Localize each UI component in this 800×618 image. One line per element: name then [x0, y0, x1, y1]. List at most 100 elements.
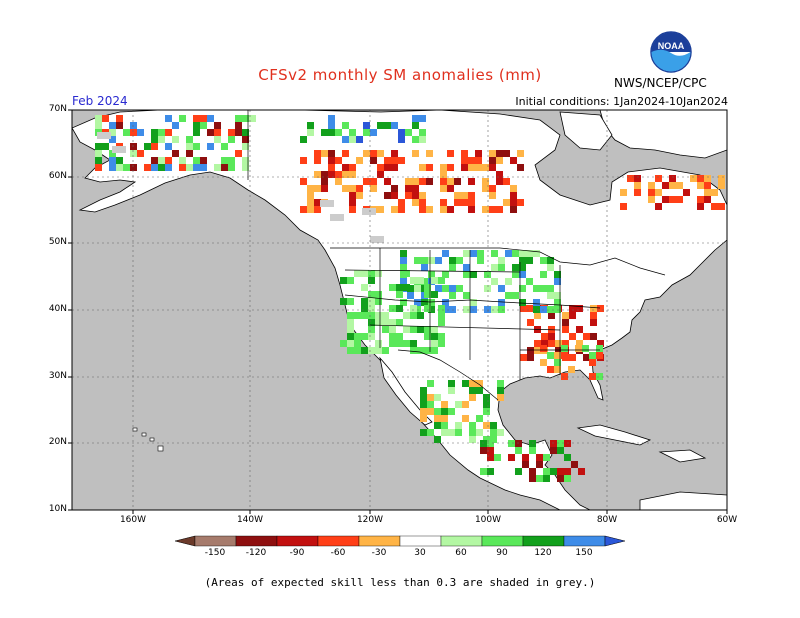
anomaly-cell [589, 373, 596, 380]
anomaly-cell [597, 340, 604, 347]
anomaly-cell [340, 340, 347, 347]
anomaly-cell [477, 250, 484, 257]
anomaly-cell [562, 326, 569, 333]
anomaly-cell [482, 164, 489, 171]
anomaly-cell [384, 122, 391, 129]
political-borders [247, 110, 666, 401]
anomaly-cell [483, 401, 490, 408]
anomaly-field [95, 115, 725, 482]
anomaly-cell [554, 366, 561, 373]
anomaly-cell [533, 299, 540, 306]
anomaly-cell [398, 199, 405, 206]
anomaly-cell [491, 264, 498, 271]
anomaly-cell [242, 157, 249, 164]
anomaly-cell [468, 199, 475, 206]
anomaly-cell [123, 164, 130, 171]
anomaly-cell [354, 312, 361, 319]
anomaly-cell [368, 347, 375, 354]
anomaly-cell [683, 189, 690, 196]
anomaly-cell [498, 299, 505, 306]
anomaly-cell [151, 129, 158, 136]
anomaly-cell [412, 192, 419, 199]
anomaly-cell [431, 291, 438, 298]
colorbar-swatch [317, 535, 360, 547]
lat-label-40n: 40N [48, 304, 67, 314]
anomaly-cell [447, 178, 454, 185]
anomaly-cell [543, 468, 550, 475]
anomaly-cell [454, 192, 461, 199]
hispaniola-land [658, 449, 707, 463]
anomaly-cell [484, 306, 491, 313]
anomaly-cell [512, 264, 519, 271]
anomaly-cell [519, 257, 526, 264]
anomaly-cell [235, 115, 242, 122]
anomaly-cell [396, 333, 403, 340]
anomaly-cell [410, 277, 417, 284]
anomaly-cell [242, 143, 249, 150]
anomaly-cell [186, 150, 193, 157]
anomaly-cell [522, 461, 529, 468]
anomaly-cell [314, 171, 321, 178]
anomaly-cell [456, 285, 463, 292]
anomaly-cell [561, 352, 568, 359]
anomaly-cell [620, 203, 627, 210]
anomaly-cell [491, 306, 498, 313]
anomaly-cell [435, 285, 442, 292]
anomaly-cell [655, 203, 662, 210]
anomaly-cell [426, 178, 433, 185]
anomaly-cell [391, 150, 398, 157]
anomaly-cell [335, 157, 342, 164]
anomaly-cell [534, 312, 541, 319]
anomaly-cell [438, 333, 445, 340]
anomaly-cell [356, 157, 363, 164]
anomaly-cell [441, 415, 448, 422]
anomaly-cell [249, 115, 256, 122]
anomaly-cell [441, 401, 448, 408]
anomaly-cell [489, 150, 496, 157]
anomaly-cell [462, 380, 469, 387]
anomaly-cell [662, 196, 669, 203]
anomaly-cell [179, 115, 186, 122]
anomaly-cell [116, 157, 123, 164]
anomaly-cell [442, 285, 449, 292]
colorbar-swatch [481, 535, 524, 547]
anomaly-cell [475, 157, 482, 164]
anomaly-cell [424, 326, 431, 333]
anomaly-cell [463, 250, 470, 257]
anomaly-cell [441, 429, 448, 436]
anomaly-cell [469, 422, 476, 429]
lat-label-60n: 60N [48, 171, 67, 181]
anomaly-cell [221, 164, 228, 171]
anomaly-cell [517, 164, 524, 171]
anomaly-cell [428, 257, 435, 264]
anomaly-cell [491, 250, 498, 257]
anomaly-cell [314, 185, 321, 192]
anomaly-cell [300, 136, 307, 143]
anomaly-cell [669, 175, 676, 182]
anomaly-cell [487, 440, 494, 447]
anomaly-cell [498, 306, 505, 313]
anomaly-cell [384, 157, 391, 164]
anomaly-cell [130, 143, 137, 150]
anomaly-cell [361, 305, 368, 312]
lon-label-100w: 100W [474, 515, 502, 525]
anomaly-cell [405, 192, 412, 199]
anomaly-cell [564, 475, 571, 482]
anomaly-cell [576, 305, 583, 312]
anomaly-cell [420, 401, 427, 408]
anomaly-cell [533, 250, 540, 257]
lon-label-60w: 60W [716, 515, 738, 525]
anomaly-cell [468, 192, 475, 199]
anomaly-cell [361, 284, 368, 291]
anomaly-cell [718, 203, 725, 210]
anomaly-cell [540, 359, 547, 366]
anomaly-cell [550, 447, 557, 454]
anomaly-cell [557, 447, 564, 454]
anomaly-cell [193, 115, 200, 122]
anomaly-cell [398, 157, 405, 164]
noaa-logo-text: NOAA [658, 41, 685, 51]
anomaly-cell [575, 345, 582, 352]
anomaly-cell [428, 271, 435, 278]
anomaly-cell [455, 401, 462, 408]
anomaly-cell [144, 143, 151, 150]
